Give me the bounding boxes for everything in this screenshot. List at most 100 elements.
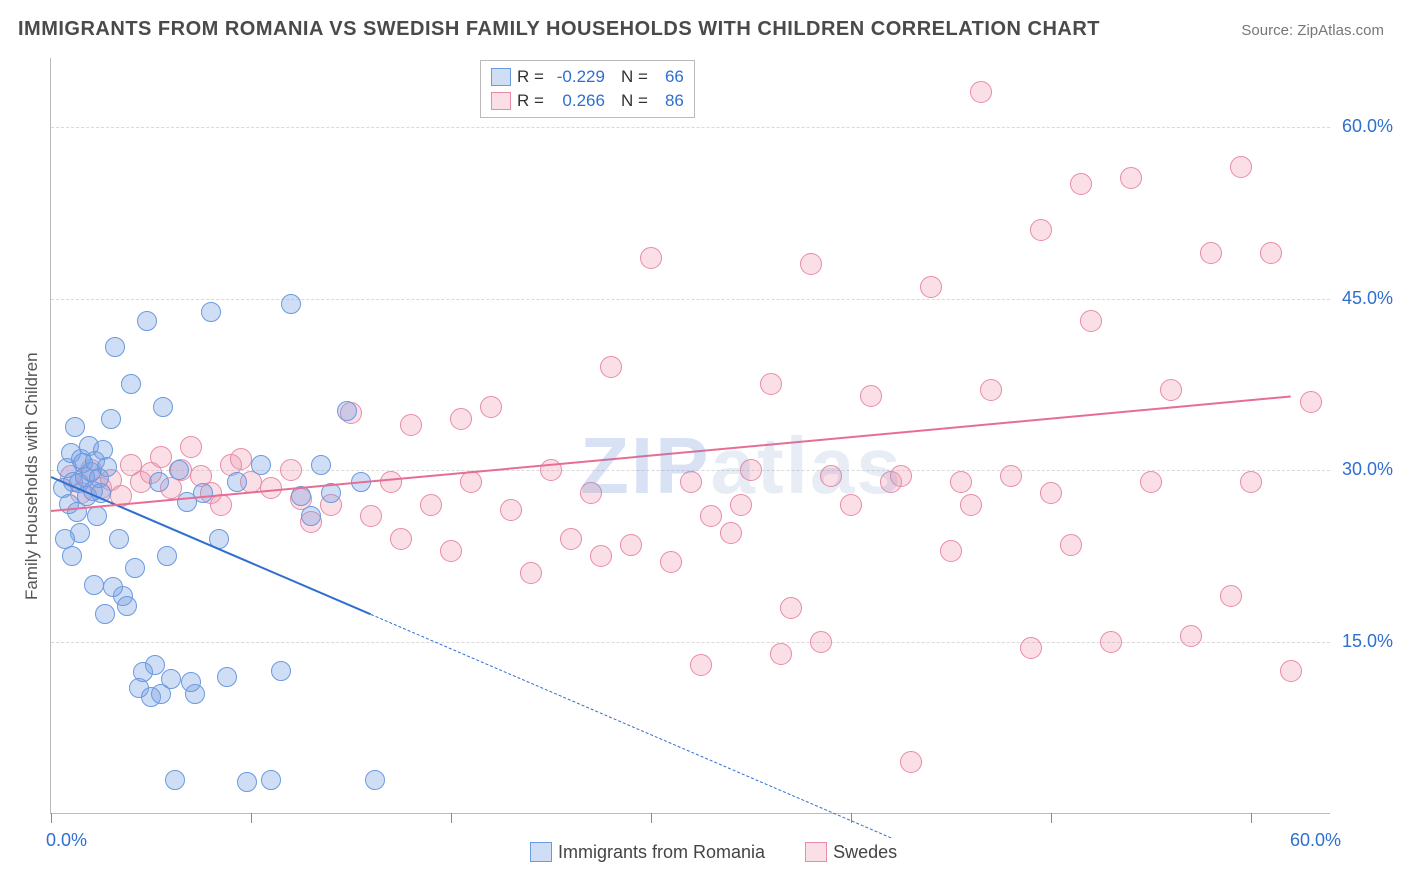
data-point-pink[interactable] [360,505,382,527]
legend-row-pink: R = 0.266 N = 86 [491,89,684,113]
data-point-pink[interactable] [730,494,752,516]
data-point-blue[interactable] [337,401,357,421]
data-point-pink[interactable] [600,356,622,378]
data-point-pink[interactable] [740,459,762,481]
data-point-pink[interactable] [920,276,942,298]
data-point-pink[interactable] [1220,585,1242,607]
data-point-pink[interactable] [720,522,742,544]
data-point-blue[interactable] [121,374,141,394]
data-point-pink[interactable] [440,540,462,562]
data-point-blue[interactable] [149,472,169,492]
data-point-blue[interactable] [261,770,281,790]
data-point-blue[interactable] [153,397,173,417]
data-point-pink[interactable] [900,751,922,773]
data-point-pink[interactable] [890,465,912,487]
data-point-pink[interactable] [1040,482,1062,504]
data-point-pink[interactable] [590,545,612,567]
data-point-pink[interactable] [230,448,252,470]
data-point-blue[interactable] [87,506,107,526]
data-point-pink[interactable] [1240,471,1262,493]
data-point-pink[interactable] [260,477,282,499]
data-point-pink[interactable] [180,436,202,458]
data-point-pink[interactable] [1160,379,1182,401]
data-point-pink[interactable] [1180,625,1202,647]
data-point-pink[interactable] [1200,242,1222,264]
data-point-blue[interactable] [281,294,301,314]
data-point-pink[interactable] [980,379,1002,401]
data-point-pink[interactable] [960,494,982,516]
data-point-pink[interactable] [480,396,502,418]
data-point-pink[interactable] [210,494,232,516]
data-point-pink[interactable] [560,528,582,550]
data-point-pink[interactable] [860,385,882,407]
data-point-blue[interactable] [101,409,121,429]
data-point-pink[interactable] [380,471,402,493]
data-point-blue[interactable] [237,772,257,792]
data-point-pink[interactable] [1070,173,1092,195]
data-point-blue[interactable] [105,337,125,357]
data-point-pink[interactable] [700,505,722,527]
data-point-blue[interactable] [201,302,221,322]
data-point-pink[interactable] [520,562,542,584]
data-point-pink[interactable] [420,494,442,516]
data-point-pink[interactable] [1100,631,1122,653]
data-point-pink[interactable] [810,631,832,653]
data-point-pink[interactable] [760,373,782,395]
data-point-pink[interactable] [580,482,602,504]
data-point-blue[interactable] [65,417,85,437]
data-point-pink[interactable] [620,534,642,556]
data-point-blue[interactable] [311,455,331,475]
data-point-pink[interactable] [800,253,822,275]
x-tick [451,813,452,823]
data-point-pink[interactable] [660,551,682,573]
data-point-pink[interactable] [780,597,802,619]
data-point-blue[interactable] [271,661,291,681]
data-point-pink[interactable] [500,499,522,521]
data-point-pink[interactable] [460,471,482,493]
data-point-blue[interactable] [109,529,129,549]
data-point-blue[interactable] [251,455,271,475]
source-link[interactable]: ZipAtlas.com [1297,22,1384,39]
data-point-pink[interactable] [640,247,662,269]
data-point-pink[interactable] [690,654,712,676]
data-point-pink[interactable] [1000,465,1022,487]
data-point-blue[interactable] [157,546,177,566]
data-point-blue[interactable] [137,311,157,331]
data-point-pink[interactable] [950,471,972,493]
data-point-blue[interactable] [165,770,185,790]
data-point-pink[interactable] [1230,156,1252,178]
data-point-pink[interactable] [1080,310,1102,332]
data-point-blue[interactable] [217,667,237,687]
data-point-blue[interactable] [227,472,247,492]
data-point-pink[interactable] [1030,219,1052,241]
data-point-pink[interactable] [680,471,702,493]
data-point-blue[interactable] [125,558,145,578]
data-point-blue[interactable] [62,546,82,566]
data-point-pink[interactable] [150,446,172,468]
data-point-pink[interactable] [1280,660,1302,682]
data-point-blue[interactable] [151,684,171,704]
data-point-pink[interactable] [1260,242,1282,264]
data-point-pink[interactable] [1140,471,1162,493]
data-point-blue[interactable] [84,575,104,595]
data-point-pink[interactable] [840,494,862,516]
data-point-blue[interactable] [97,457,117,477]
data-point-pink[interactable] [820,465,842,487]
data-point-pink[interactable] [450,408,472,430]
data-point-pink[interactable] [970,81,992,103]
data-point-pink[interactable] [280,459,302,481]
data-point-blue[interactable] [95,604,115,624]
data-point-pink[interactable] [940,540,962,562]
legend-series-pink[interactable]: Swedes [805,840,897,864]
data-point-pink[interactable] [1060,534,1082,556]
data-point-blue[interactable] [365,770,385,790]
data-point-pink[interactable] [1120,167,1142,189]
x-tick [1051,813,1052,823]
data-point-pink[interactable] [1300,391,1322,413]
data-point-pink[interactable] [390,528,412,550]
data-point-blue[interactable] [117,596,137,616]
data-point-pink[interactable] [1020,637,1042,659]
data-point-pink[interactable] [400,414,422,436]
legend-series-blue[interactable]: Immigrants from Romania [530,840,765,864]
data-point-pink[interactable] [770,643,792,665]
